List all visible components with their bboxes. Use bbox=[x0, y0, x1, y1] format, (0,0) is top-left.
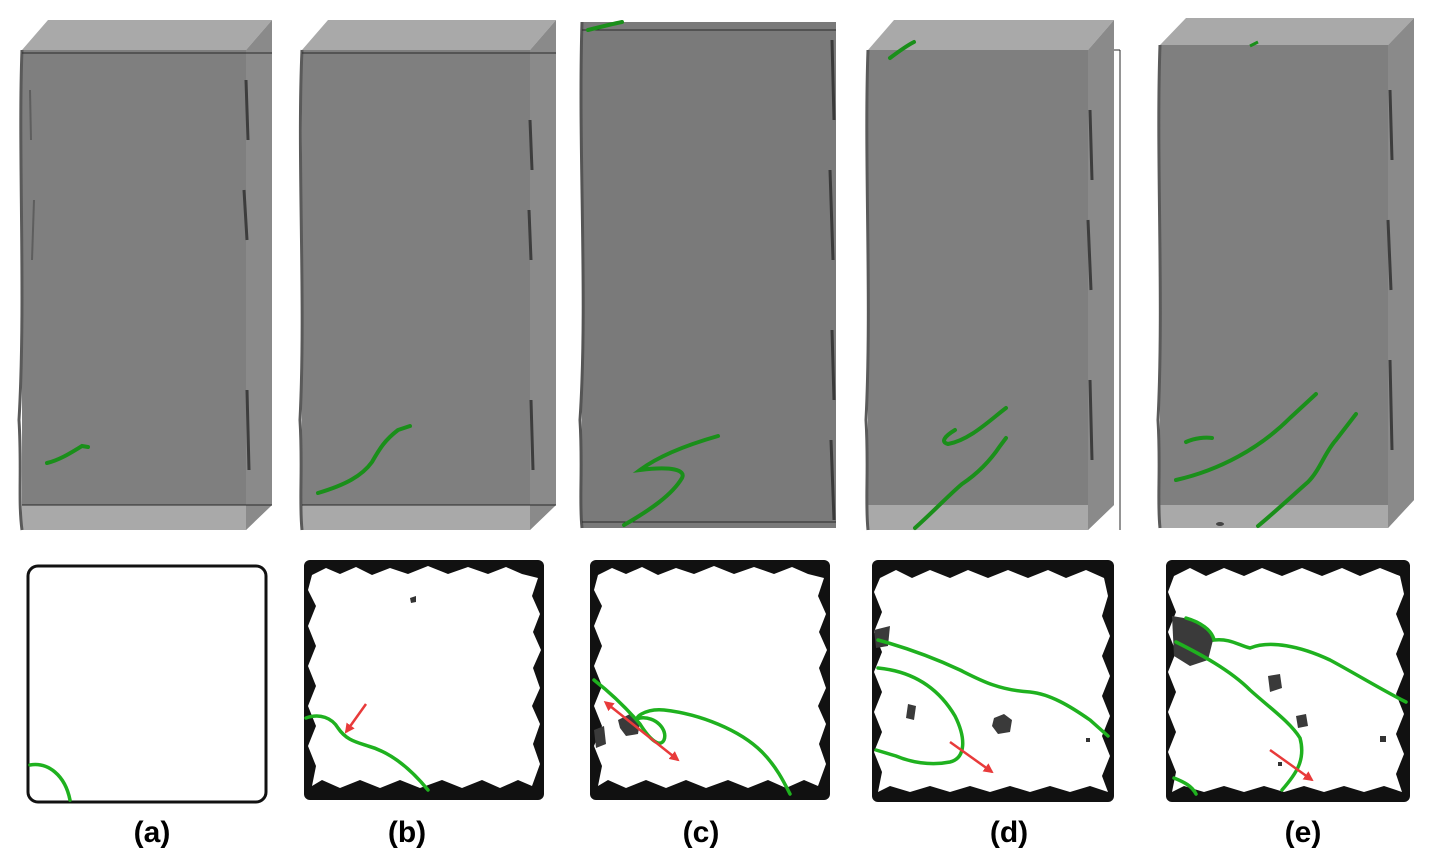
crack-line-e-1 bbox=[1184, 616, 1408, 704]
crack-line-d-2 bbox=[874, 666, 965, 766]
volume-3d-b bbox=[298, 20, 556, 531]
arrow-c bbox=[603, 701, 680, 762]
crack-line-e-2 bbox=[1174, 640, 1304, 792]
cross-section-b bbox=[304, 560, 544, 800]
crack-3d-a bbox=[45, 443, 90, 465]
crack-3d-b bbox=[316, 424, 412, 495]
crack-3d-c bbox=[622, 434, 720, 527]
arrow-e bbox=[1269, 748, 1314, 782]
crack-3d-d-2 bbox=[913, 436, 1008, 530]
crack-3d-e-2 bbox=[1174, 392, 1318, 482]
cross-section-a bbox=[26, 564, 268, 804]
arrow-b bbox=[344, 703, 368, 734]
cross-section-d bbox=[872, 560, 1114, 802]
volume-3d-a bbox=[17, 20, 272, 531]
crack-line-e-3 bbox=[1172, 776, 1198, 796]
panel-label-d: (d) bbox=[990, 816, 1028, 849]
panel-label-c: (c) bbox=[683, 816, 720, 849]
volume-3d-e bbox=[1156, 18, 1414, 529]
cross-section-c bbox=[590, 560, 830, 800]
crack-line-a bbox=[28, 762, 72, 802]
panel-label-a: (a) bbox=[134, 816, 171, 849]
arrow-d bbox=[949, 740, 994, 774]
panel-label-b: (b) bbox=[388, 816, 426, 849]
crack-3d-d-1 bbox=[942, 406, 1008, 447]
crack-line-b bbox=[304, 714, 430, 792]
crack-3d-e-3 bbox=[1256, 412, 1358, 528]
volume-3d-c bbox=[578, 20, 836, 529]
cross-section-e bbox=[1166, 560, 1410, 802]
crack-3d-c-top bbox=[586, 20, 624, 32]
panel-label-e: (e) bbox=[1285, 816, 1322, 849]
crack-3d-d-top bbox=[888, 40, 916, 60]
volume-3d-d bbox=[864, 20, 1121, 531]
crack-3d-e-1 bbox=[1184, 435, 1214, 444]
crack-line-d-1 bbox=[876, 638, 1110, 738]
